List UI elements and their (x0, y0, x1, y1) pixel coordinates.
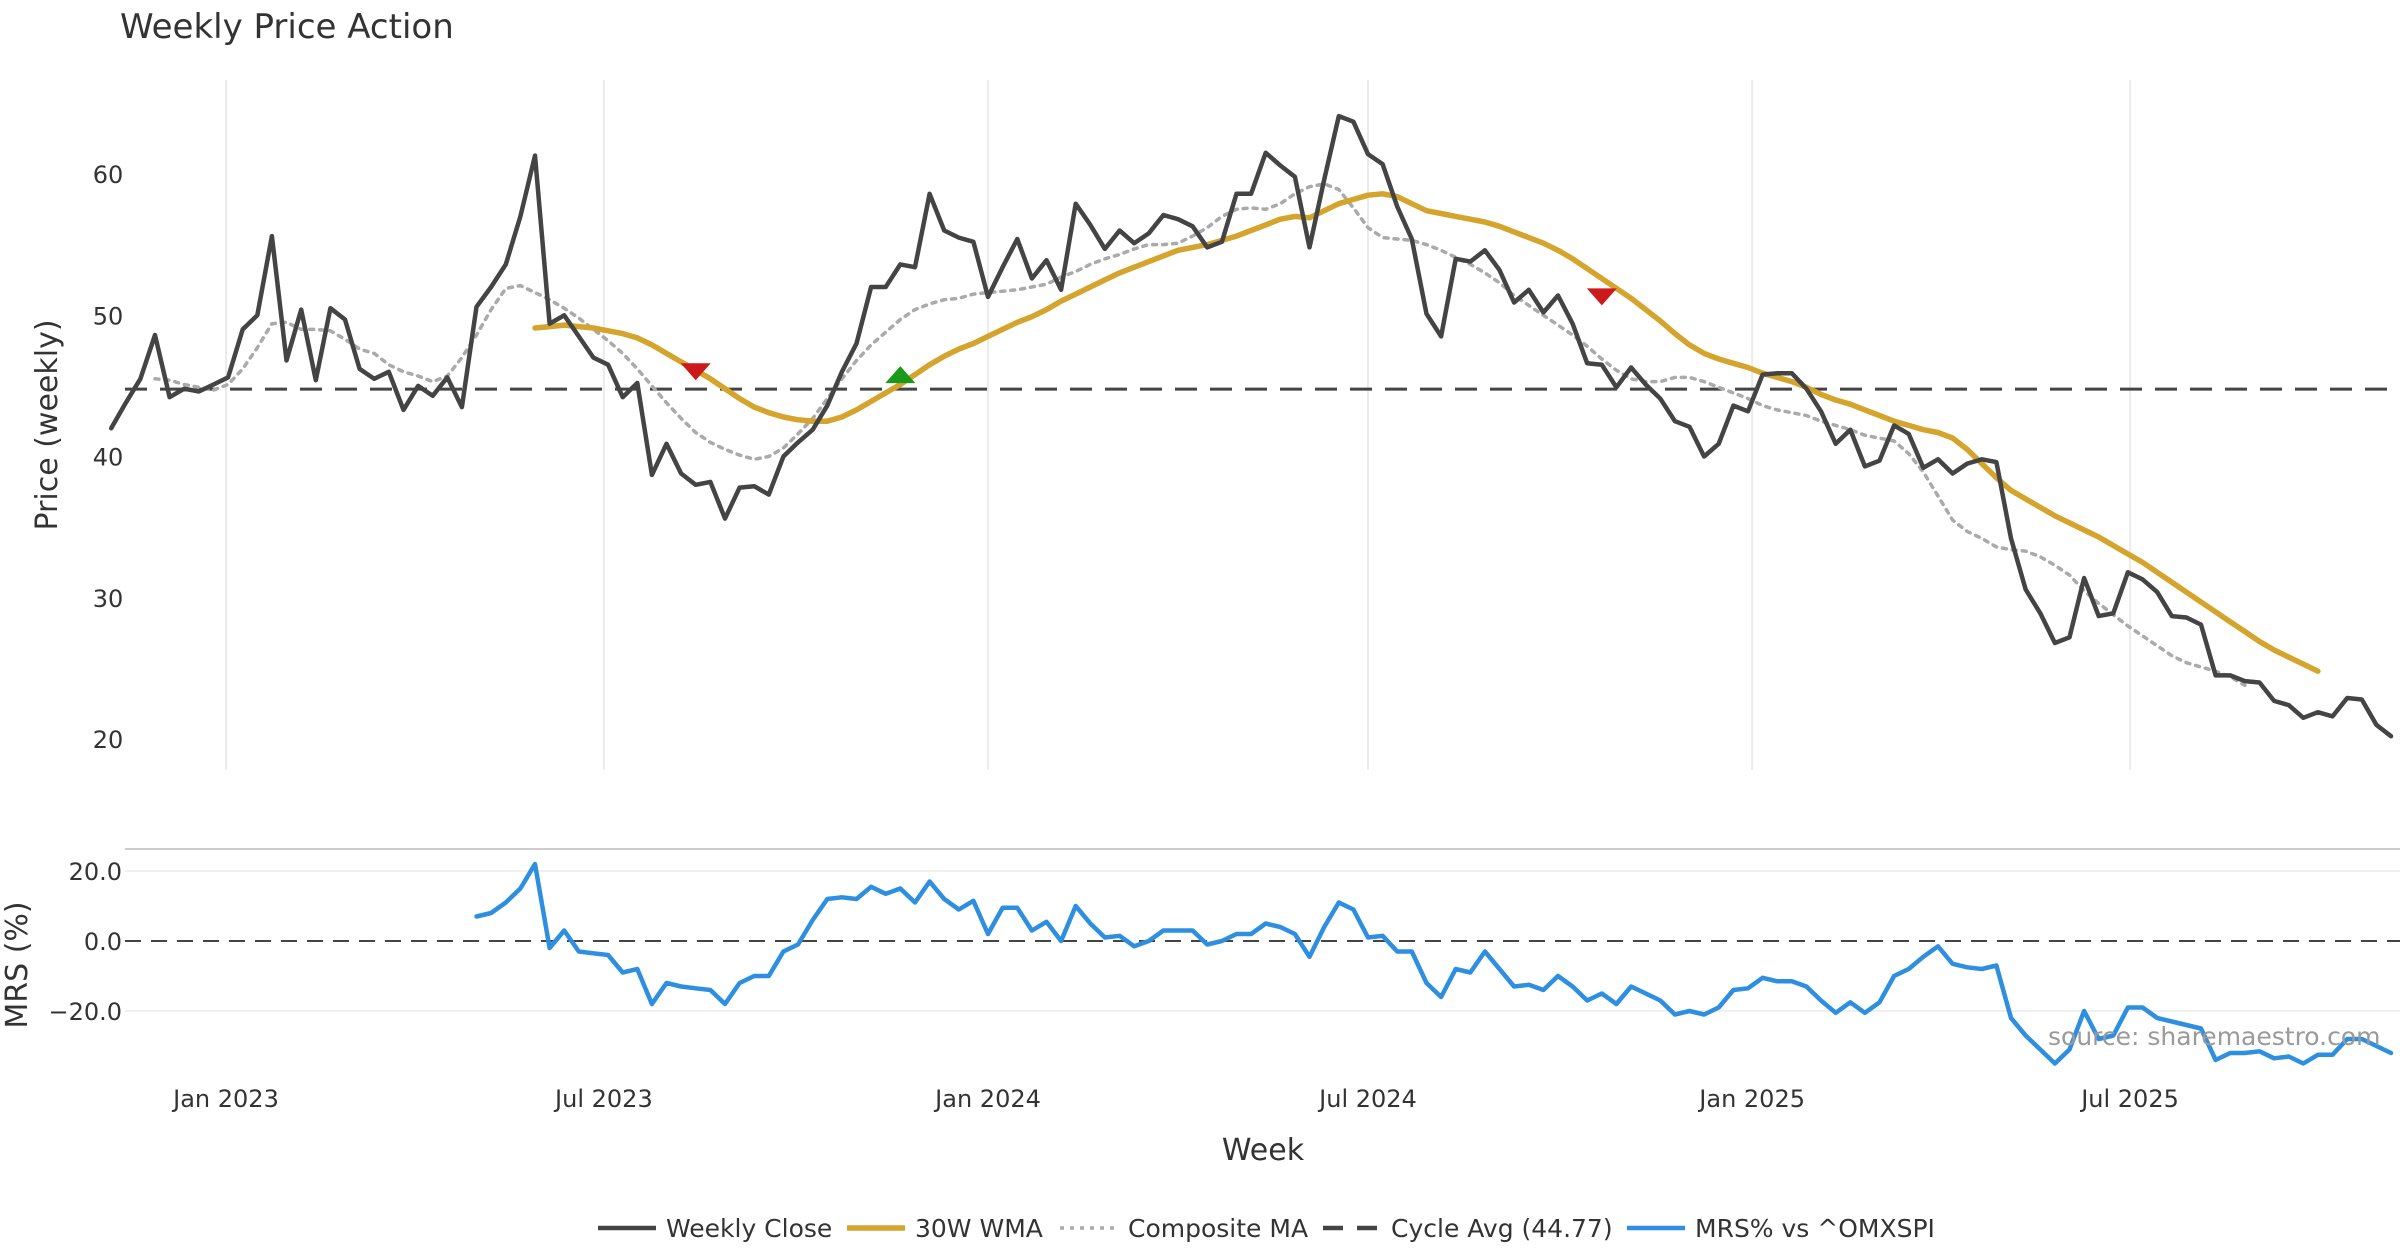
y-tick-label: 60 (93, 161, 124, 189)
x-axis-title: Week (1222, 1133, 1305, 1168)
price-y-axis-title: Price (weekly) (30, 319, 65, 530)
y-tick-label: 50 (93, 302, 124, 330)
x-ticks: Jan 2023 Jul 2023 Jan 2024 Jul 2024 Jan 2025… (171, 1085, 2179, 1113)
price-series (108, 113, 2394, 739)
mrs-y-ticks: 20.0 0.0 −20.0 (48, 858, 122, 1026)
legend-label: Composite MA (1128, 1214, 1308, 1243)
chart-title: Weekly Price Action (120, 7, 454, 47)
sell-signal-marker (1586, 288, 1617, 306)
mrs-grid (125, 870, 2400, 1012)
buy-signal-marker (885, 366, 916, 384)
legend: Weekly Close 30W WMA Composite MA Cycle Avg… (598, 1214, 1935, 1243)
x-tick-label: Jan 2023 (171, 1085, 279, 1113)
mrs-tick-label: 20.0 (69, 858, 122, 886)
x-tick-label: Jul 2025 (2079, 1085, 2179, 1113)
y-tick-label: 20 (93, 726, 124, 754)
legend-label: Cycle Avg (44.77) (1391, 1214, 1613, 1243)
sell-signal-marker (680, 363, 711, 381)
mrs-series (474, 861, 2394, 1066)
y-tick-label: 30 (93, 585, 124, 613)
x-tick-label: Jul 2024 (1317, 1085, 1417, 1113)
x-tick-label: Jan 2025 (1697, 1085, 1805, 1113)
x-tick-label: Jul 2023 (553, 1085, 653, 1113)
series-line-mrs-vs-omxspi (474, 861, 2394, 1066)
series-line-weekly-close (108, 113, 2394, 739)
series-line-composite-ma (153, 182, 2247, 688)
price-grid (225, 80, 2132, 770)
legend-label: Weekly Close (666, 1214, 832, 1243)
price-panel: 20 30 40 50 60 Price (weekly) (30, 80, 2400, 770)
series-line-30w-wma (532, 191, 2321, 674)
legend-label: MRS% vs ^OMXSPI (1695, 1214, 1935, 1243)
mrs-y-axis-title: MRS (%) (0, 901, 35, 1028)
mrs-tick-label: −20.0 (48, 998, 122, 1026)
mrs-panel: 20.0 0.0 −20.0 MRS (%) source: sharemaestr… (0, 848, 2400, 1066)
price-y-ticks: 20 30 40 50 60 (93, 161, 124, 754)
legend-label: 30W WMA (915, 1214, 1043, 1243)
source-label: source: sharemaestro.com (2048, 1022, 2381, 1051)
signal-markers (680, 288, 1617, 384)
y-tick-label: 40 (93, 444, 124, 472)
x-tick-label: Jan 2024 (933, 1085, 1041, 1113)
mrs-tick-label: 0.0 (84, 928, 122, 956)
